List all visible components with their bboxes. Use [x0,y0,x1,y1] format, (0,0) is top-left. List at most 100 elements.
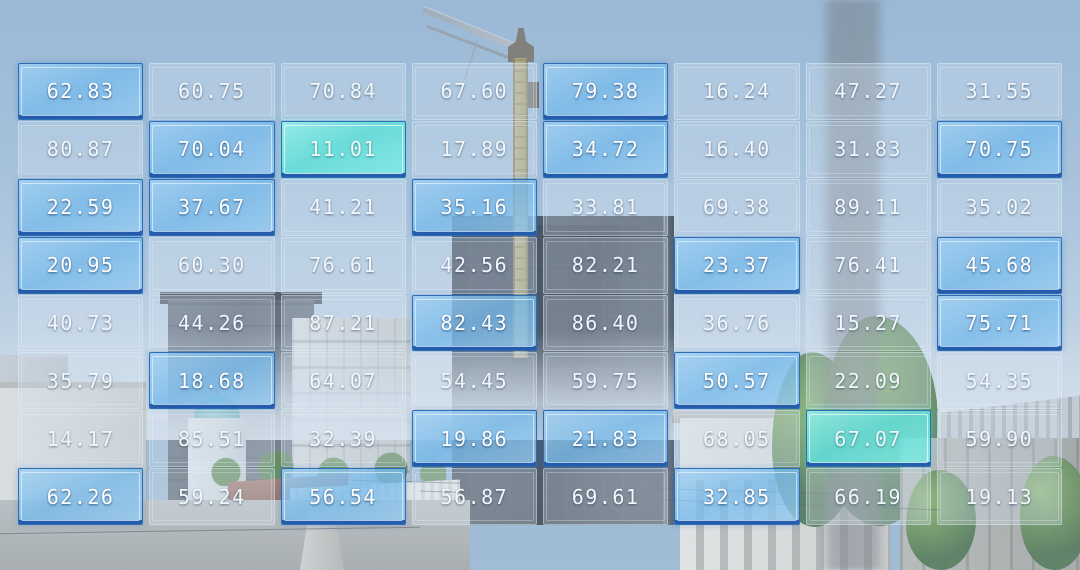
grid-cell-value: 86.40 [571,310,640,335]
grid-cell[interactable]: 76.41 [805,236,931,294]
grid-cell[interactable]: 35.02 [936,178,1062,236]
blurred-foreground-pole [820,0,886,570]
grid-cell[interactable]: 41.21 [280,178,406,236]
grid-cell[interactable]: 67.60 [411,63,537,120]
grid-cell[interactable]: 17.89 [411,120,537,178]
grid-cell[interactable]: 56.54 [280,468,406,525]
grid-cell[interactable]: 62.26 [18,468,144,525]
grid-cell-value: 32.39 [309,426,377,451]
grid-cell[interactable]: 82.21 [543,236,669,294]
grid-cell[interactable]: 70.75 [936,120,1062,178]
grid-cell[interactable]: 87.21 [280,294,406,352]
grid-cell[interactable]: 67.07 [805,410,931,468]
grid-cell[interactable]: 21.83 [543,410,669,468]
grid-cell-value: 31.83 [834,137,902,162]
grid-cell[interactable]: 60.30 [149,236,275,294]
grid-cell[interactable]: 69.38 [674,178,800,236]
grid-cell-value: 70.75 [965,137,1034,162]
grid-cell[interactable]: 19.13 [936,468,1062,525]
grid-cell-value: 59.75 [571,368,640,393]
grid-cell[interactable]: 36.76 [674,294,800,352]
grid-cell-value: 20.95 [46,253,115,278]
grid-cell-value: 45.68 [965,253,1034,278]
grid-cell-value: 70.04 [178,137,246,162]
grid-cell[interactable]: 50.57 [674,352,800,410]
grid-cell-value: 54.35 [965,368,1034,393]
grid-cell[interactable]: 22.09 [805,352,931,410]
grid-cell[interactable]: 69.61 [543,468,669,525]
grid-cell-value: 50.57 [703,368,771,393]
grid-cell-value: 62.83 [46,79,115,104]
grid-cell[interactable]: 11.01 [280,120,406,178]
grid-cell[interactable]: 45.68 [936,236,1062,294]
grid-cell[interactable]: 75.71 [936,294,1062,352]
grid-cell-value: 89.11 [834,195,902,220]
grid-cell[interactable]: 37.67 [149,178,275,236]
grid-cell-value: 22.09 [834,368,902,393]
grid-cell[interactable]: 35.16 [411,178,537,236]
grid-cell[interactable]: 59.24 [149,468,275,525]
grid-cell[interactable]: 14.17 [18,410,144,468]
grid-cell[interactable]: 19.86 [411,410,537,468]
grid-cell[interactable]: 18.68 [149,352,275,410]
grid-cell[interactable]: 15.27 [805,294,931,352]
grid-cell[interactable]: 70.04 [149,120,275,178]
grid-cell-value: 80.87 [46,137,115,162]
grid-cell-value: 75.71 [965,310,1034,335]
grid-cell[interactable]: 22.59 [18,178,144,236]
grid-cell-value: 19.86 [440,426,509,451]
grid-cell[interactable]: 62.83 [18,63,144,120]
grid-cell-value: 35.16 [440,195,509,220]
grid-cell-value: 76.61 [309,253,377,278]
grid-cell[interactable]: 40.73 [18,294,144,352]
grid-cell[interactable]: 42.56 [411,236,537,294]
grid-cell-value: 79.38 [571,79,640,104]
grid-cell[interactable]: 31.83 [805,120,931,178]
grid-cell-value: 56.87 [440,484,509,509]
grid-cell-value: 56.54 [309,484,377,509]
foreground-wall-cap [0,382,146,391]
grid-cell-value: 22.59 [46,195,115,220]
grid-cell-value: 41.21 [309,195,377,220]
grid-cell-value: 42.56 [440,253,509,278]
grid-cell[interactable]: 34.72 [543,120,669,178]
grid-cell[interactable]: 80.87 [18,120,144,178]
grid-cell[interactable]: 16.24 [674,63,800,120]
grid-cell[interactable]: 32.85 [674,468,800,525]
grid-cell-value: 82.43 [440,310,509,335]
grid-cell-value: 16.40 [703,137,771,162]
grid-cell[interactable]: 85.51 [149,410,275,468]
grid-cell[interactable]: 23.37 [674,236,800,294]
grid-cell[interactable]: 44.26 [149,294,275,352]
grid-cell[interactable]: 20.95 [18,236,144,294]
grid-cell[interactable]: 31.55 [936,63,1062,120]
grid-cell[interactable]: 64.07 [280,352,406,410]
grid-cell[interactable]: 66.19 [805,468,931,525]
grid-cell[interactable]: 32.39 [280,410,406,468]
grid-cell-value: 85.51 [178,426,246,451]
grid-cell-value: 54.45 [440,368,509,393]
grid-cell[interactable]: 76.61 [280,236,406,294]
grid-cell[interactable]: 56.87 [411,468,537,525]
street-tree-d [1020,456,1080,570]
grid-cell[interactable]: 86.40 [543,294,669,352]
grid-cell-value: 76.41 [834,253,902,278]
grid-cell[interactable]: 54.45 [411,352,537,410]
grid-cell[interactable]: 68.05 [674,410,800,468]
grid-cell[interactable]: 89.11 [805,178,931,236]
grid-cell[interactable]: 59.75 [543,352,669,410]
grid-cell[interactable]: 16.40 [674,120,800,178]
grid-cell[interactable]: 33.81 [543,178,669,236]
grid-cell-value: 35.02 [965,195,1034,220]
grid-cell[interactable]: 70.84 [280,63,406,120]
grid-cell[interactable]: 59.90 [936,410,1062,468]
grid-cell[interactable]: 60.75 [149,63,275,120]
grid-cell[interactable]: 79.38 [543,63,669,120]
grid-cell[interactable]: 82.43 [411,294,537,352]
grid-cell-value: 40.73 [46,310,115,335]
grid-cell[interactable]: 54.35 [936,352,1062,410]
grid-cell-value: 15.27 [834,310,902,335]
grid-cell[interactable]: 35.79 [18,352,144,410]
grid-cell[interactable]: 47.27 [805,63,931,120]
